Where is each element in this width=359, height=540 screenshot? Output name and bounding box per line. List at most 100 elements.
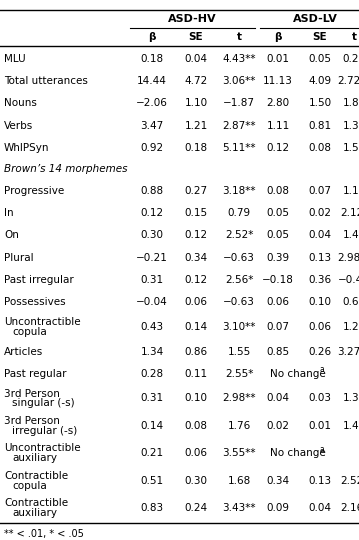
- Text: 3.47: 3.47: [140, 120, 164, 131]
- Text: β: β: [274, 32, 282, 42]
- Text: No change: No change: [270, 369, 326, 379]
- Text: 0.21: 0.21: [342, 54, 359, 64]
- Text: 1.10: 1.10: [185, 98, 208, 109]
- Text: 0.08: 0.08: [308, 143, 331, 153]
- Text: Possessives: Possessives: [4, 297, 66, 307]
- Text: 2.80: 2.80: [266, 98, 290, 109]
- Text: 0.06: 0.06: [308, 322, 331, 332]
- Text: Plural: Plural: [4, 253, 34, 262]
- Text: 2.55*: 2.55*: [225, 369, 253, 379]
- Text: 0.24: 0.24: [185, 503, 208, 514]
- Text: −0.18: −0.18: [262, 275, 294, 285]
- Text: SE: SE: [189, 32, 203, 42]
- Text: 0.21: 0.21: [140, 448, 164, 458]
- Text: 0.81: 0.81: [308, 120, 332, 131]
- Text: −0.48: −0.48: [338, 275, 359, 285]
- Text: 0.02: 0.02: [266, 421, 289, 431]
- Text: 0.14: 0.14: [140, 421, 164, 431]
- Text: 4.72: 4.72: [185, 76, 208, 86]
- Text: 0.01: 0.01: [266, 54, 289, 64]
- Text: 0.12: 0.12: [185, 275, 208, 285]
- Text: −0.21: −0.21: [136, 253, 168, 262]
- Text: 0.13: 0.13: [308, 253, 332, 262]
- Text: 3rd Person: 3rd Person: [4, 389, 60, 399]
- Text: 0.30: 0.30: [140, 231, 163, 240]
- Text: 0.02: 0.02: [308, 208, 331, 218]
- Text: 2.16*: 2.16*: [340, 503, 359, 514]
- Text: t: t: [351, 32, 356, 42]
- Text: 0.86: 0.86: [185, 347, 208, 356]
- Text: Contractible: Contractible: [4, 498, 68, 508]
- Text: 3.55**: 3.55**: [222, 448, 256, 458]
- Text: 1.21: 1.21: [185, 120, 208, 131]
- Text: WhIPSyn: WhIPSyn: [4, 143, 50, 153]
- Text: singular (-s): singular (-s): [12, 399, 75, 408]
- Text: 0.06: 0.06: [266, 297, 289, 307]
- Text: 0.05: 0.05: [266, 208, 289, 218]
- Text: 0.79: 0.79: [228, 208, 251, 218]
- Text: 3.27**: 3.27**: [337, 347, 359, 356]
- Text: 0.12: 0.12: [185, 231, 208, 240]
- Text: 0.18: 0.18: [140, 54, 164, 64]
- Text: 3.43**: 3.43**: [222, 503, 256, 514]
- Text: 0.04: 0.04: [185, 54, 208, 64]
- Text: 0.07: 0.07: [308, 186, 331, 196]
- Text: Nouns: Nouns: [4, 98, 37, 109]
- Text: ** < .01, * < .05: ** < .01, * < .05: [4, 529, 84, 539]
- Text: t: t: [237, 32, 242, 42]
- Text: 0.88: 0.88: [140, 186, 164, 196]
- Text: 2.87**: 2.87**: [222, 120, 256, 131]
- Text: auxiliary: auxiliary: [12, 508, 57, 518]
- Text: copula: copula: [12, 481, 47, 491]
- Text: 1.50: 1.50: [342, 143, 359, 153]
- Text: 1.16: 1.16: [342, 186, 359, 196]
- Text: 0.92: 0.92: [140, 143, 164, 153]
- Text: −2.06: −2.06: [136, 98, 168, 109]
- Text: 2.72**: 2.72**: [337, 76, 359, 86]
- Text: 2.52*: 2.52*: [225, 231, 253, 240]
- Text: 0.31: 0.31: [140, 275, 164, 285]
- Text: 0.05: 0.05: [308, 54, 331, 64]
- Text: 3rd Person: 3rd Person: [4, 416, 60, 426]
- Text: −0.63: −0.63: [223, 253, 255, 262]
- Text: 3.10**: 3.10**: [222, 322, 256, 332]
- Text: 4.43**: 4.43**: [222, 54, 256, 64]
- Text: 0.43: 0.43: [140, 322, 164, 332]
- Text: 0.26: 0.26: [308, 347, 332, 356]
- Text: 0.27: 0.27: [185, 186, 208, 196]
- Text: 2.12*: 2.12*: [340, 208, 359, 218]
- Text: 0.06: 0.06: [185, 448, 208, 458]
- Text: 1.55: 1.55: [227, 347, 251, 356]
- Text: 0.01: 0.01: [308, 421, 331, 431]
- Text: Past regular: Past regular: [4, 369, 66, 379]
- Text: 1.76: 1.76: [227, 421, 251, 431]
- Text: SE: SE: [313, 32, 327, 42]
- Text: 0.15: 0.15: [185, 208, 208, 218]
- Text: 1.21: 1.21: [342, 322, 359, 332]
- Text: 4.09: 4.09: [308, 76, 332, 86]
- Text: −1.87: −1.87: [223, 98, 255, 109]
- Text: 0.04: 0.04: [308, 503, 331, 514]
- Text: 1.11: 1.11: [266, 120, 290, 131]
- Text: 0.06: 0.06: [185, 297, 208, 307]
- Text: 0.30: 0.30: [185, 476, 208, 486]
- Text: 0.31: 0.31: [140, 394, 164, 403]
- Text: ASD-HV: ASD-HV: [168, 14, 216, 24]
- Text: 14.44: 14.44: [137, 76, 167, 86]
- Text: 1.50: 1.50: [308, 98, 332, 109]
- Text: 1.37: 1.37: [342, 120, 359, 131]
- Text: −0.04: −0.04: [136, 297, 168, 307]
- Text: Contractible: Contractible: [4, 471, 68, 481]
- Text: Progressive: Progressive: [4, 186, 64, 196]
- Text: ASD-LV: ASD-LV: [293, 14, 337, 24]
- Text: β: β: [148, 32, 156, 42]
- Text: 0.03: 0.03: [308, 394, 331, 403]
- Text: 0.10: 0.10: [185, 394, 208, 403]
- Text: 0.85: 0.85: [266, 347, 290, 356]
- Text: 1.45: 1.45: [342, 421, 359, 431]
- Text: 0.09: 0.09: [266, 503, 289, 514]
- Text: 1.35: 1.35: [342, 394, 359, 403]
- Text: 0.11: 0.11: [185, 369, 208, 379]
- Text: Brown’s 14 morphemes: Brown’s 14 morphemes: [4, 164, 127, 174]
- Text: 0.36: 0.36: [308, 275, 332, 285]
